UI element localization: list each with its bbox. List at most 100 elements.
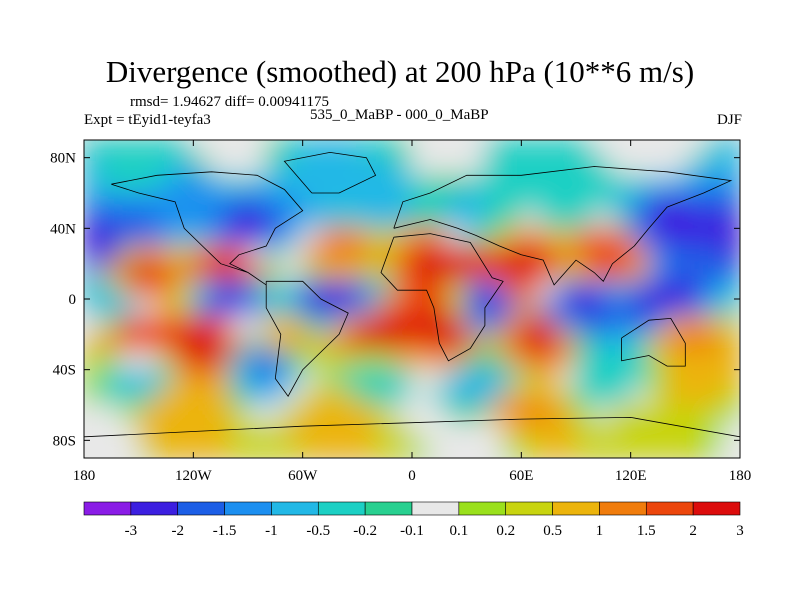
field-cell [192,280,213,300]
field-cell [502,156,523,177]
field-cell [538,439,559,458]
field-cell [119,368,140,389]
field-cell [356,439,377,458]
field-cell [155,404,177,424]
y-tick-label: 80N [50,151,76,167]
field-cell [265,351,286,371]
field-cell [155,209,177,230]
x-tick-label: 180 [729,468,752,484]
field-cell [319,351,341,371]
field-cell [538,174,559,194]
field-cell [575,245,596,265]
field-cell [465,333,486,353]
field-cell [283,262,304,283]
field-cell [556,140,577,159]
field-cell [411,333,432,353]
field-cell [647,227,669,247]
field-cell [84,140,104,159]
field-cell [575,421,596,442]
field-cell [575,368,596,389]
coastline [84,416,740,438]
field-cell [247,315,268,336]
field-cell [374,404,395,424]
field-cell [247,386,268,406]
field-cell [283,421,304,442]
colorbar-swatch [458,501,507,516]
x-tick-label: 180 [73,468,96,484]
field-cell [155,140,177,159]
field-cell [429,245,450,265]
field-cell [301,421,322,442]
field-cell [666,404,687,424]
field-cell [720,298,740,318]
field-cell [702,174,723,194]
field-cell [192,209,213,230]
field-cell [228,421,249,442]
field-cell [247,298,268,318]
field-cell [556,368,577,389]
field-cell [720,280,740,300]
field-cell [556,174,577,194]
field-cell [647,333,669,353]
field-cell [575,315,596,336]
field-cell [429,227,450,247]
field-cell [374,333,395,353]
field-cell [666,174,687,194]
field-cell [374,262,395,283]
field-cell [702,386,723,406]
field-cell [629,386,650,406]
colorbar-label: 0.1 [449,523,468,539]
field-cell [338,439,359,458]
field-cell [84,368,104,389]
field-cell [84,192,104,212]
colorbar-swatch [224,501,272,516]
field-cell [647,262,669,283]
field-cell [228,351,249,371]
field-cell [483,174,505,194]
field-cell [392,227,413,247]
field-cell [356,174,377,194]
field-cell [483,421,505,442]
field-cell [356,227,377,247]
field-cell [174,333,195,353]
field-cell [192,174,213,194]
field-cell [465,245,486,265]
field-cell [575,209,596,230]
field-cell [465,192,486,212]
field-cell [319,140,341,159]
field-cell [702,404,723,424]
field-cell [283,156,304,177]
field-cell [465,386,486,406]
field-cell [392,245,413,265]
field-cell [684,386,705,406]
field-cell [411,298,432,318]
colorbar-label: 0.2 [496,523,515,539]
field-cell [502,298,523,318]
field-cell [283,386,304,406]
field-cell [684,245,705,265]
field-cell [247,209,268,230]
field-cell [192,298,213,318]
field-cell [319,386,341,406]
field-cell [247,404,268,424]
field-cell [411,209,432,230]
field-cell [520,280,541,300]
field-cell [429,192,450,212]
field-cell [319,156,341,177]
field-cell [137,140,158,159]
field-cell [338,245,359,265]
field-cell [247,368,268,389]
field-cell [611,386,632,406]
field-cell [265,315,286,336]
field-cell [155,227,177,247]
field-cell [465,262,486,283]
field-cell [684,439,705,458]
field-cell [374,439,395,458]
field-cell [429,439,450,458]
field-cell [593,280,614,300]
field-cell [210,280,231,300]
field-cell [119,192,140,212]
field-cell [210,262,231,283]
field-cell [556,351,577,371]
field-cell [647,404,669,424]
